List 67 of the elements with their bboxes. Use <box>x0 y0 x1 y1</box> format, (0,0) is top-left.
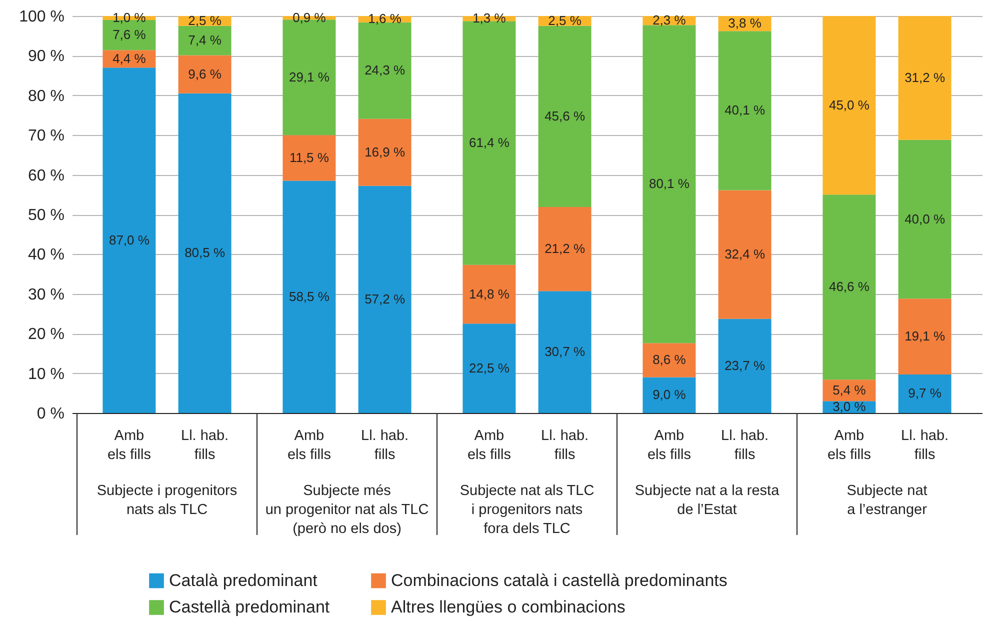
x-tick-label: Amb els fills <box>467 428 511 463</box>
y-tick-label: 20 % <box>28 326 64 344</box>
text: Subjecte nat als TLC i progenitors nats fora dels TLC <box>460 483 594 537</box>
legend-label: Combinacions català i castellà predominants <box>391 570 728 590</box>
data-label: 3,8 % <box>728 16 762 31</box>
y-tick-label: 30 % <box>28 286 64 304</box>
x-tick-label: Ll. hab. fills <box>901 428 949 463</box>
y-tick-label: 90 % <box>28 48 64 66</box>
data-label: 61,4 % <box>468 135 510 150</box>
data-label: 57,2 % <box>364 291 406 306</box>
data-label: 8,6 % <box>652 352 686 368</box>
data-label: 7,6 % <box>112 27 146 42</box>
data-label: 16,9 % <box>364 144 406 160</box>
data-label: 11,5 % <box>289 150 330 165</box>
data-label: 9,0 % <box>652 387 686 402</box>
data-label: 3,0 % <box>832 399 866 414</box>
text: Subjecte nat a l’estranger <box>846 483 928 518</box>
text: Subjecte nat a la resta de l’Estat <box>634 483 780 518</box>
data-label: 2,5 % <box>188 12 222 28</box>
data-label: 31,2 % <box>904 70 946 85</box>
data-label: 1,6 % <box>368 11 402 26</box>
data-label: 32,4 % <box>724 246 766 262</box>
x-tick-label: Ll. hab. fills <box>721 428 769 463</box>
data-label: 23,7 % <box>724 358 766 373</box>
x-tick-label: Amb els fills <box>107 428 151 463</box>
data-label: 9,6 % <box>188 66 222 82</box>
data-label: 87,0 % <box>108 232 150 248</box>
data-label: 58,5 % <box>288 288 330 304</box>
y-tick-label: 50 % <box>28 207 64 224</box>
data-label: 22,5 % <box>468 360 510 376</box>
data-label: 80,1 % <box>648 176 690 192</box>
x-tick-label: Ll. hab. fills <box>181 428 229 463</box>
y-tick-label: 70 % <box>28 128 64 145</box>
y-tick-label: 10 % <box>28 366 64 383</box>
data-label: 7,4 % <box>188 32 222 48</box>
data-label: 46,6 % <box>828 279 870 294</box>
data-label: 19,1 % <box>904 328 946 344</box>
data-label: 40,0 % <box>904 211 946 226</box>
data-label: 2,3 % <box>652 12 686 28</box>
data-label: 21,2 % <box>544 241 586 256</box>
x-tick-label: Amb els fills <box>287 428 331 463</box>
x-tick-label: Ll. hab. fills <box>541 428 589 463</box>
legend-label: Català predominant <box>169 570 318 590</box>
data-label: 45,0 % <box>828 97 870 112</box>
legend-label: Castellà predominant <box>169 598 330 616</box>
data-label: 14,8 % <box>468 286 510 302</box>
text: Subjecte més un progenitor nat als TLC (però no els dos) <box>265 483 429 537</box>
data-label: 5,4 % <box>832 382 866 398</box>
y-tick-label: 80 % <box>28 88 64 105</box>
data-label: 80,5 % <box>184 245 226 260</box>
x-tick-label: Amb els fills <box>647 428 691 463</box>
y-tick-label: 0 % <box>36 406 64 422</box>
data-label: 4,4 % <box>112 50 146 66</box>
data-label: 30,7 % <box>544 344 586 360</box>
data-label: 45,6 % <box>544 108 586 124</box>
data-label: 9,7 % <box>908 386 942 401</box>
text: Subjecte i progenitors nats als TLC <box>96 483 238 518</box>
data-label: 40,1 % <box>724 102 766 118</box>
data-label: 29,1 % <box>288 69 330 84</box>
y-tick-label: 60 % <box>28 167 64 184</box>
x-tick-label: Amb els fills <box>827 428 871 463</box>
y-tick-label: 40 % <box>28 246 64 264</box>
legend-label: Altres llengües o combinacions <box>391 598 626 616</box>
x-tick-label: Ll. hab. fills <box>361 428 409 463</box>
data-label: 2,5 % <box>548 12 582 28</box>
data-label: 24,3 % <box>364 62 406 78</box>
y-tick-label: 100 % <box>19 8 64 26</box>
